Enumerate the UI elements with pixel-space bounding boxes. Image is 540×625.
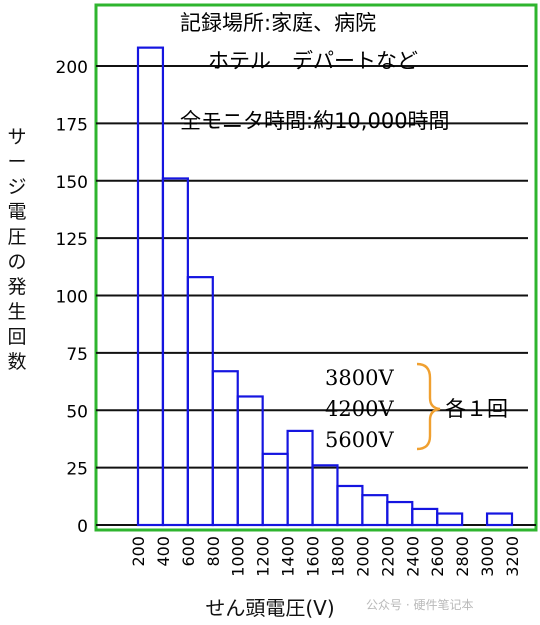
x-tick-label: 2400	[403, 536, 422, 577]
y-tick-label: 150	[56, 173, 88, 193]
y-tick-label: 75	[66, 345, 88, 365]
x-tick-label: 600	[179, 536, 198, 567]
orange-brace	[416, 362, 441, 451]
y-axis-label: サージ電圧の発生回数	[7, 126, 27, 373]
watermark: 公众号 · 硬件笔记本	[366, 598, 474, 612]
x-tick-label: 200	[129, 536, 148, 567]
x-tick-label: 1800	[328, 536, 347, 577]
outlier-3800v: 3800V	[325, 366, 394, 390]
plot-frame	[94, 3, 538, 532]
x-tick-label: 1400	[279, 536, 298, 577]
x-tick-label: 1000	[229, 536, 248, 577]
y-tick-label: 0	[77, 517, 88, 537]
annotation-places: ホテル デパートなど	[208, 49, 418, 73]
y-tick-label: 25	[66, 460, 88, 480]
x-axis-label: せん頭電圧(V)	[205, 596, 335, 620]
outlier-4200v: 4200V	[325, 397, 394, 421]
x-tick-label: 1600	[304, 536, 323, 577]
y-tick-label: 200	[56, 58, 88, 78]
annotation-location: 記録場所:家庭、病院	[180, 11, 376, 35]
histogram-bar-2600-2800	[436, 512, 464, 527]
annotation-monitor-time: 全モニタ時間:約10,000時間	[180, 109, 450, 133]
x-tick-label: 2600	[428, 536, 447, 577]
y-tick-label: 175	[56, 115, 88, 135]
x-tick-label: 800	[204, 536, 223, 567]
outliers-count-note: 各１回	[445, 397, 508, 421]
outlier-5600v: 5600V	[325, 428, 394, 452]
x-tick-label: 1200	[254, 536, 273, 577]
x-tick-label: 400	[154, 536, 173, 567]
x-tick-label: 3000	[478, 536, 497, 577]
x-tick-label: 2800	[453, 536, 472, 577]
histogram-bar-3000-3200	[485, 512, 514, 527]
x-tick-label: 2000	[353, 536, 372, 577]
y-tick-label: 125	[56, 230, 88, 250]
y-tick-label: 100	[56, 288, 88, 308]
y-tick-label: 50	[66, 402, 88, 422]
x-tick-label: 2200	[378, 536, 397, 577]
x-tick-label: 3200	[503, 536, 522, 577]
